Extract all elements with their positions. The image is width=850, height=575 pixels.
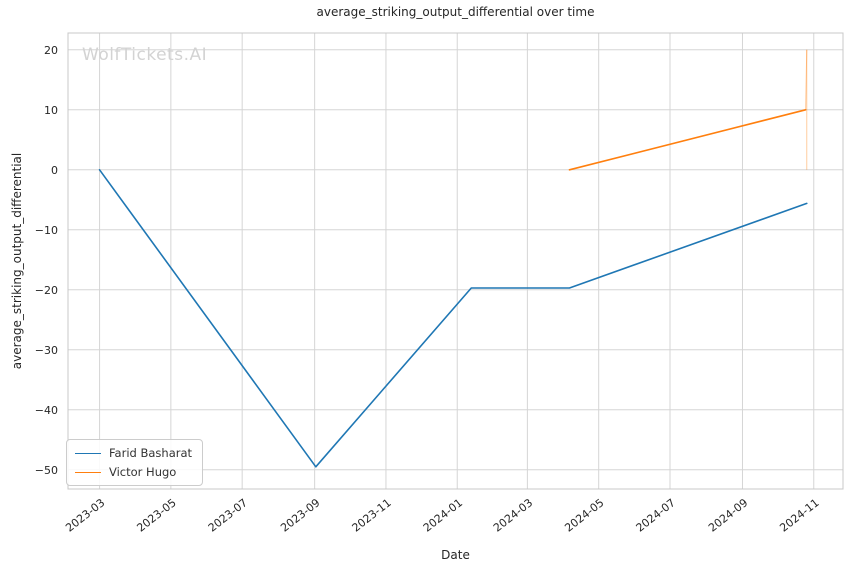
legend-item-farid-basharat: Farid Basharat [75,446,192,460]
y-tick-label: −30 [35,344,58,357]
x-tick-label: 2023-09 [278,496,322,535]
y-axis-label: average_striking_output_differential [10,152,24,370]
x-tick-label: 2023-05 [134,496,178,535]
y-tick-label: −20 [35,284,58,297]
series-line-farid-basharat [98,169,808,468]
series-line-victor-hugo [568,109,807,171]
y-tick-label: 10 [44,104,58,117]
x-tick-label: 2024-01 [421,496,465,535]
watermark: WolfTickets.AI [82,45,208,65]
y-tick-label: 20 [44,44,58,57]
series-spike-victor-hugo [805,49,808,110]
y-tick-label: −10 [35,224,58,237]
y-tick-label: 0 [51,164,58,177]
x-tick-label: 2023-03 [63,496,107,535]
plot-border [67,32,844,490]
legend-line-sample [75,452,101,454]
legend: Farid Basharat Victor Hugo [66,439,204,486]
x-tick-label: 2024-11 [777,496,821,535]
x-tick-label: 2024-09 [706,496,750,535]
y-tick-label: −50 [35,464,58,477]
legend-label: Victor Hugo [109,465,177,479]
x-tick-label: 2024-07 [634,496,678,535]
x-tick-label: 2023-07 [206,496,250,535]
chart-title: average_striking_output_differential ove… [316,5,595,19]
legend-item-victor-hugo: Victor Hugo [75,465,192,479]
y-tick-label: −40 [35,404,58,417]
x-tick-label: 2023-11 [350,496,394,535]
legend-line-sample [75,471,101,473]
legend-label: Farid Basharat [109,446,193,460]
x-tick-label: 2024-05 [562,496,606,535]
x-axis-label: Date [441,548,470,562]
x-tick-label: 2024-03 [491,496,535,535]
